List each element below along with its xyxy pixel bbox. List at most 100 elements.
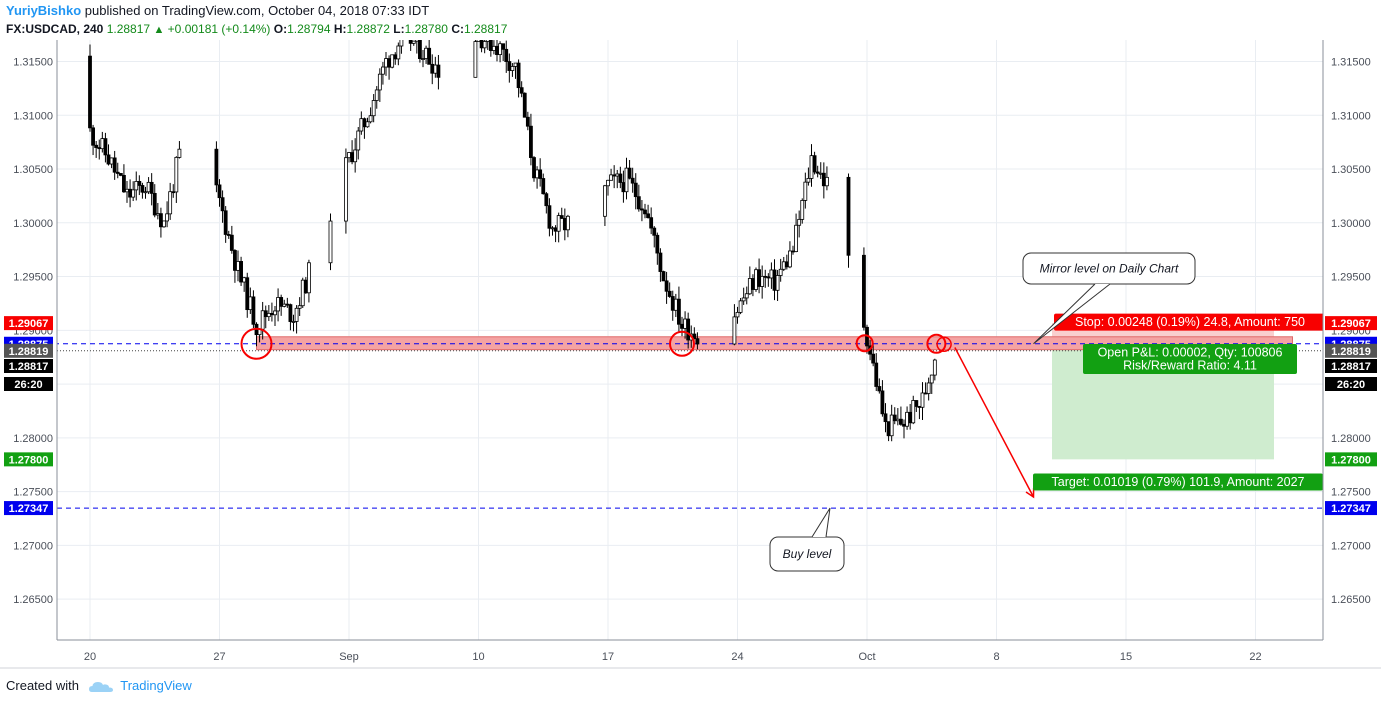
candle-body [390, 54, 395, 68]
candle-body [387, 58, 391, 68]
y-tick-left: 1.30000 [13, 218, 53, 230]
countdown-text: 26:20 [14, 379, 42, 391]
x-tick: 22 [1249, 651, 1261, 663]
candle-body [266, 312, 271, 318]
y-tick-left: 1.27500 [13, 487, 53, 499]
candle-body [421, 58, 425, 60]
candle-body [303, 279, 308, 294]
tradingview-cloud-icon [88, 681, 113, 692]
buy-price-text-right: 1.27347 [1331, 503, 1371, 515]
candle-body [396, 45, 401, 60]
candle-body [168, 191, 173, 215]
callout-buy-level-pointer [811, 507, 831, 538]
candle-body [165, 213, 169, 222]
candle-body [220, 197, 225, 212]
candle-body [485, 40, 490, 42]
y-tick-right: 1.27500 [1331, 487, 1371, 499]
candle-body [291, 321, 296, 323]
candle-body [134, 181, 139, 191]
candle-body [680, 323, 684, 329]
target-arrow-line [954, 347, 1035, 498]
x-tick: 20 [84, 651, 96, 663]
candle-body [809, 155, 814, 179]
y-tick-right: 1.28000 [1331, 433, 1371, 445]
last-price-badge-right [1325, 359, 1377, 373]
candle-body [347, 152, 351, 159]
candle-body [649, 217, 654, 229]
publish-info: YuriyBishko published on TradingView.com… [6, 3, 429, 18]
candle-body [109, 157, 114, 165]
footer: Created with TradingView [6, 678, 192, 693]
open-label: O: [273, 22, 288, 36]
author-link[interactable]: YuriyBishko [6, 3, 82, 18]
candle-body [236, 261, 240, 271]
candle-body [507, 61, 512, 71]
candle-body [525, 116, 530, 127]
candle-body [732, 316, 737, 345]
candle-body [538, 169, 543, 179]
up-arrow-icon: ▲ [153, 24, 165, 36]
candle-body [131, 189, 136, 198]
candle-body [772, 269, 777, 291]
candle-body [612, 174, 617, 177]
candle-body [418, 40, 422, 60]
candle-body [495, 45, 499, 56]
target-label-box [1033, 473, 1323, 491]
candle-body [630, 177, 635, 184]
candle-body [821, 172, 826, 187]
candle-body [245, 277, 250, 311]
candle-body [436, 64, 441, 78]
candle-body [775, 275, 780, 291]
candle-body [803, 181, 808, 201]
close-value: 1.28817 [463, 22, 508, 36]
candle-body [877, 386, 882, 392]
entry-price-text-left: 1.28819 [9, 346, 49, 358]
pnl-label-text-0: Open P&L: 0.00002, Qty: 100806 [1098, 346, 1283, 360]
candle-body [784, 261, 789, 268]
candle-body [374, 89, 379, 101]
candle-body [566, 215, 570, 231]
candle-body [692, 333, 697, 340]
candle-body [273, 310, 277, 316]
candle-body [652, 227, 657, 236]
candle-body [917, 406, 922, 408]
circle-aug29 [240, 327, 273, 360]
candle-body [760, 275, 765, 287]
candle-body [106, 154, 111, 165]
tradingview-link[interactable]: TradingView [120, 678, 192, 693]
target-price-badge-right [1325, 452, 1377, 467]
candle-body [606, 179, 610, 187]
countdown-badge [4, 377, 53, 391]
candle-body [683, 318, 687, 329]
candle-body [384, 58, 388, 68]
candle-body [359, 118, 364, 132]
candle-body [118, 173, 123, 176]
y-tick-right: 1.27000 [1331, 540, 1371, 552]
low-value: 1.28780 [404, 22, 448, 36]
candle-body [307, 262, 311, 294]
candle-body [744, 293, 749, 299]
candle-body [149, 181, 154, 194]
candle-body [510, 66, 515, 71]
last-price-badge-left [4, 359, 53, 373]
circle-oct01 [855, 334, 874, 353]
ohlc-legend: FX:USDCAD, 240 1.28817 ▲ +0.00181 (+0.14… [6, 22, 507, 36]
y-tick-right: 1.26500 [1331, 594, 1371, 606]
candle-body [769, 269, 774, 279]
candle-body [556, 215, 561, 232]
candle-body [658, 252, 663, 272]
candle-body [815, 171, 820, 174]
candle-body [923, 392, 928, 395]
candle-body [177, 148, 182, 158]
candle-body [636, 196, 641, 210]
candle-body [103, 138, 108, 156]
y-tick-left: 1.31000 [13, 110, 53, 122]
candle-body [94, 144, 99, 148]
x-tick: Sep [339, 651, 359, 663]
candle-body [926, 382, 931, 394]
change-value: +0.00181 (+0.14%) [167, 22, 271, 36]
candle-body [162, 220, 166, 228]
candle-body [279, 297, 284, 307]
candle-body [159, 213, 163, 228]
